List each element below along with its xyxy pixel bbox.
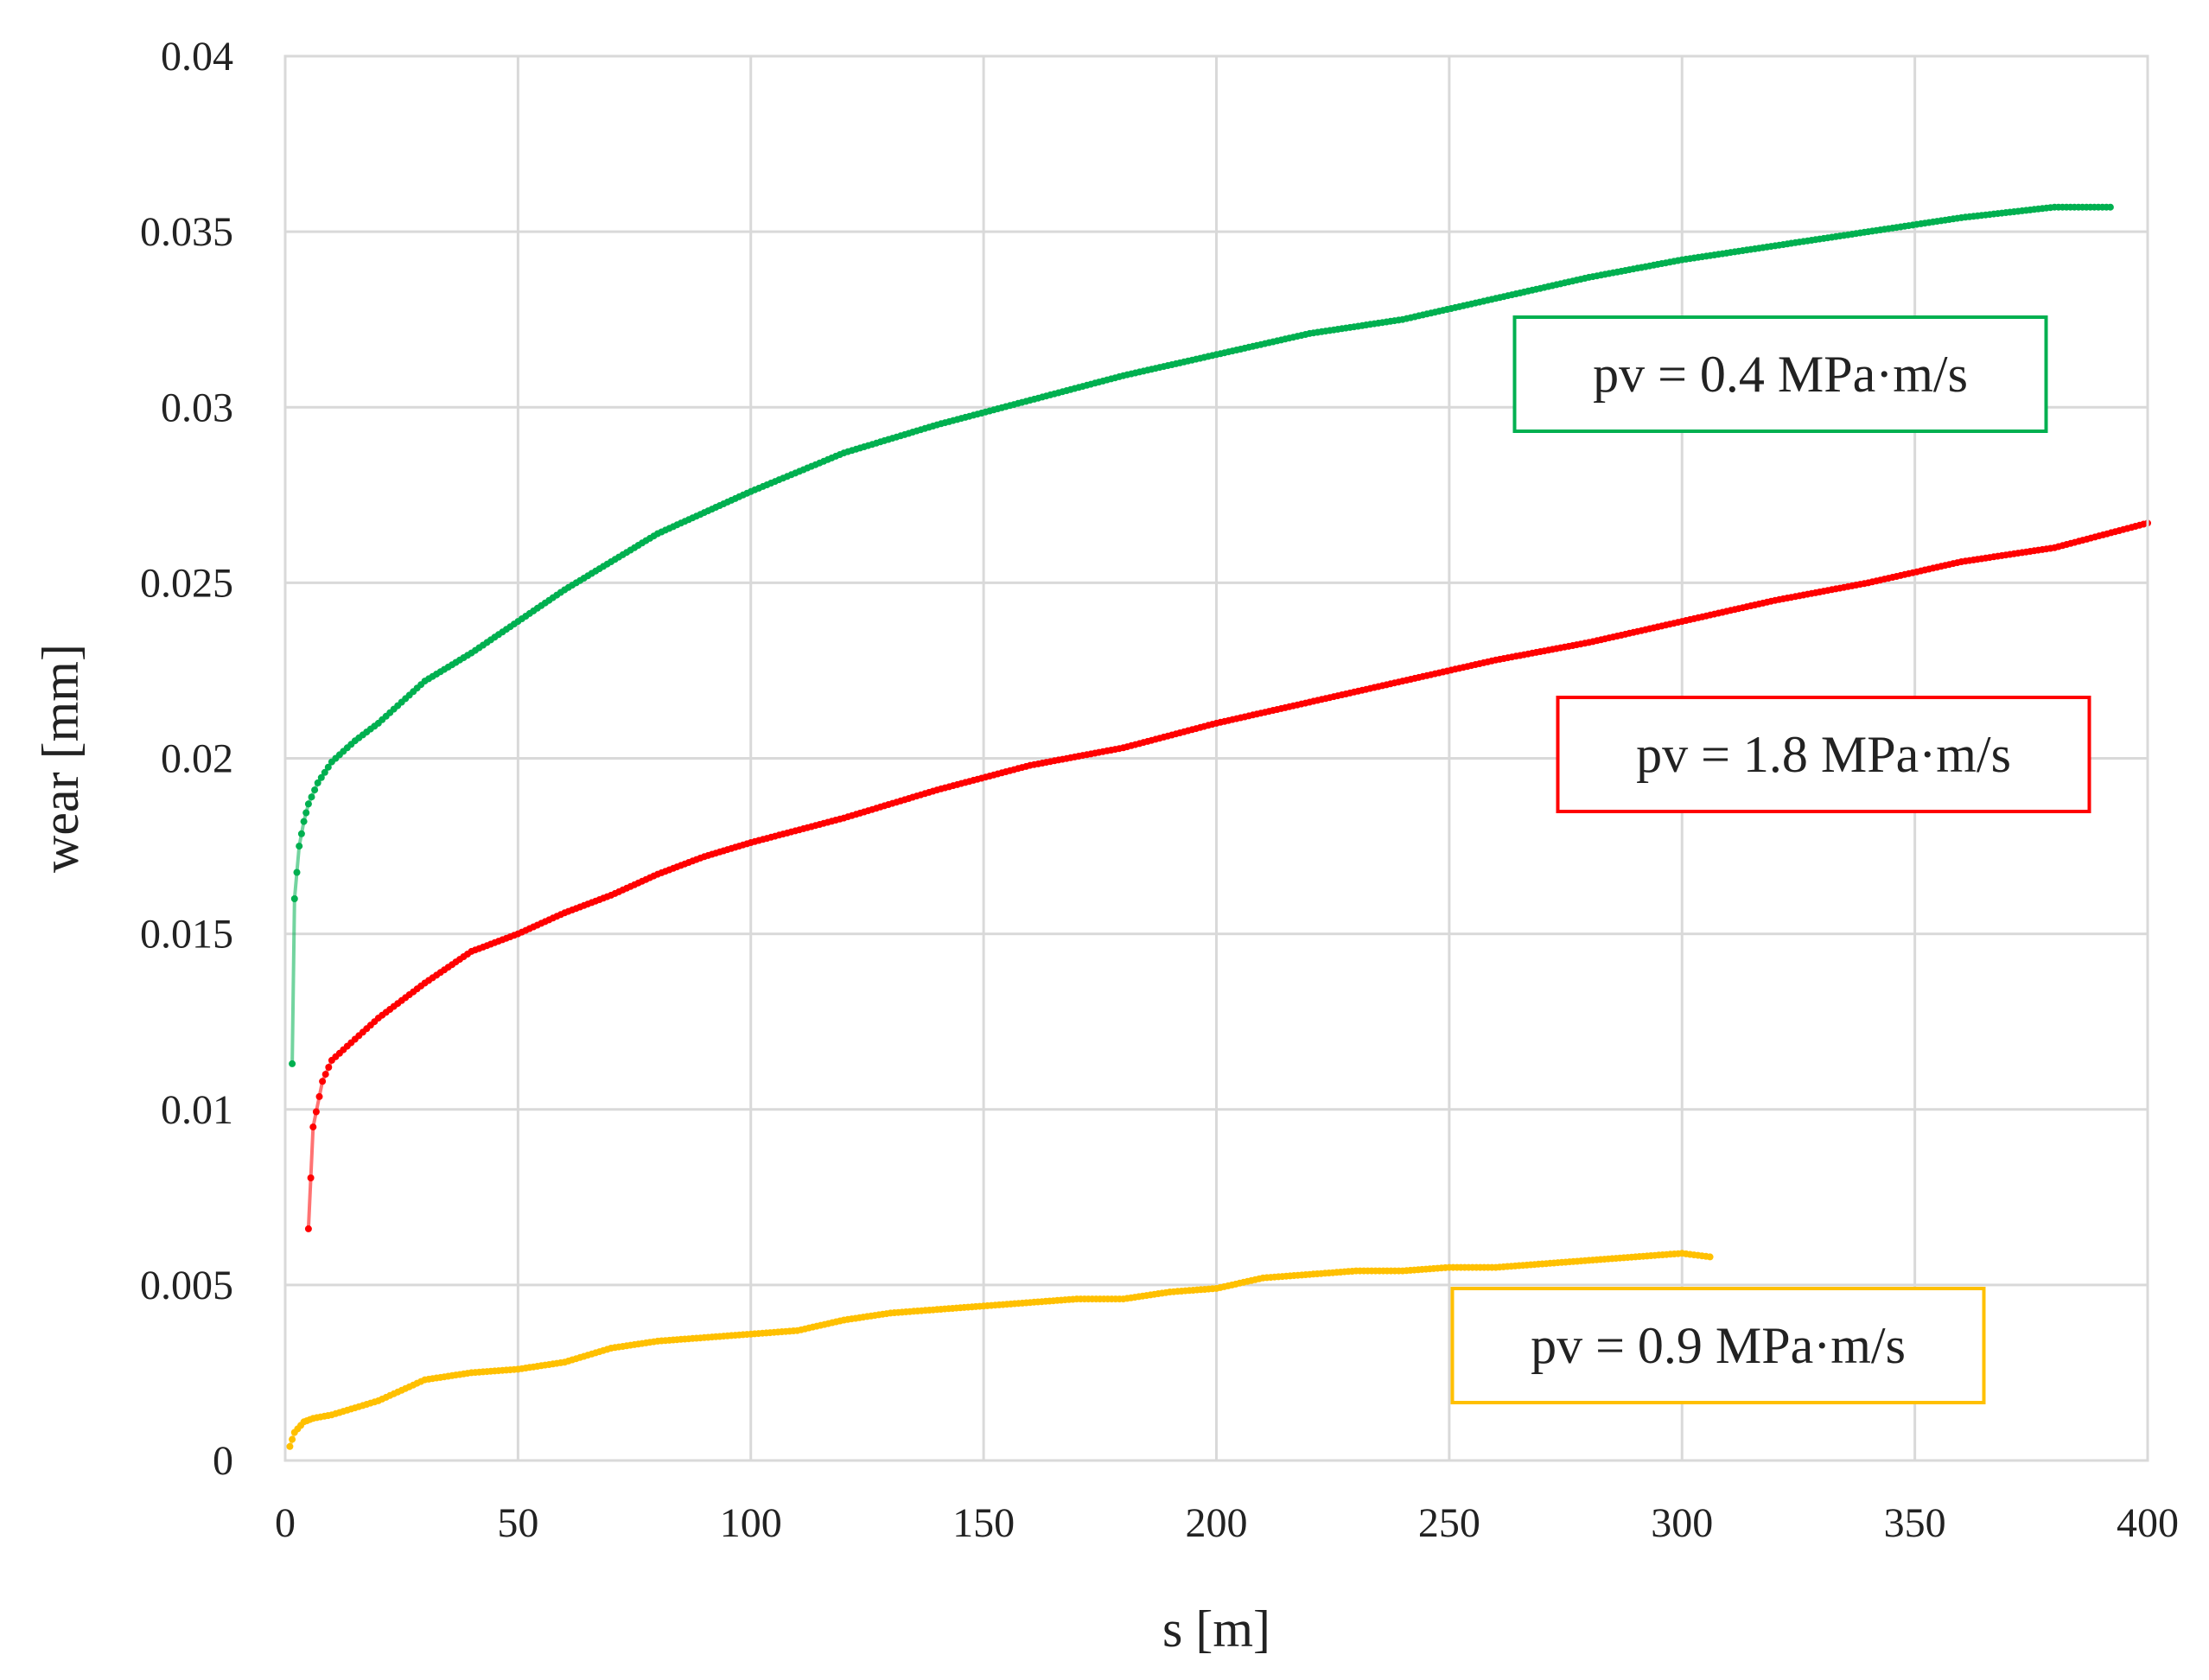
series-1-point-2 <box>309 1123 317 1131</box>
legend-box-2-frame <box>1450 1287 1986 1404</box>
legend-box-0: pv = 0.4 MPa·m/s <box>1512 315 2048 433</box>
x-tick-label-6: 300 <box>1651 1500 1713 1546</box>
x-axis-title: s [m] <box>1162 1600 1270 1658</box>
x-tick-label-2: 100 <box>720 1500 782 1546</box>
y-tick-label-8: 0.04 <box>161 34 233 80</box>
x-tick-label-3: 150 <box>952 1500 1015 1546</box>
series-0 <box>289 203 2114 1067</box>
x-tick-label-8: 400 <box>2117 1500 2179 1546</box>
series-0-point-2 <box>293 869 301 876</box>
legend-label-2: pv = 0.9 MPa·m/s <box>1531 1317 1906 1374</box>
series-0-point-9 <box>311 786 319 794</box>
series-0-point-6 <box>302 809 310 817</box>
x-tick-label-7: 350 <box>1884 1500 1946 1546</box>
series-0-point-1 <box>290 895 298 902</box>
y-tick-label-4: 0.02 <box>161 736 233 782</box>
series-1-point-7 <box>325 1064 333 1071</box>
series-1-point-0 <box>304 1225 312 1232</box>
legend-label-0: pv = 0.4 MPa·m/s <box>1593 346 1968 403</box>
legend-box-1: pv = 1.8 MPa·m/s <box>1556 696 2091 813</box>
y-axis-title: wear [mm] <box>32 644 89 873</box>
series-1-point-5 <box>319 1078 327 1085</box>
y-tick-label-0: 0 <box>213 1438 233 1484</box>
series-0-point-458 <box>2106 203 2114 211</box>
series-layer <box>286 203 2151 1450</box>
x-tick-label-5: 250 <box>1418 1500 1480 1546</box>
y-tick-label-1: 0.005 <box>140 1263 233 1308</box>
plot-frame <box>283 54 2149 1462</box>
series-2-point-0 <box>286 1442 294 1450</box>
series-0-point-10 <box>314 779 321 786</box>
series-0-point-4 <box>297 830 305 837</box>
legend-label-1: pv = 1.8 MPa·m/s <box>1636 726 2011 783</box>
legend-boxes: pv = 0.4 MPa·m/s pv = 1.8 MPa·m/s pv = 0.9… <box>1450 315 2091 1404</box>
series-0-point-8 <box>308 793 315 801</box>
series-0-point-12 <box>321 768 328 776</box>
legend-box-0-frame <box>1512 315 2048 433</box>
series-1-point-1 <box>307 1174 315 1181</box>
y-tick-label-2: 0.01 <box>161 1087 233 1133</box>
y-tick-label-5: 0.025 <box>140 560 233 606</box>
legend-box-2: pv = 0.9 MPa·m/s <box>1450 1287 1986 1404</box>
y-tick-label-6: 0.03 <box>161 385 233 430</box>
axes: 0 50 100 150 200 250 300 350 400 0 0.005 0.01 0.015 0… <box>32 34 2179 1658</box>
series-0-point-0 <box>289 1060 296 1067</box>
y-tick-label-3: 0.015 <box>140 912 233 958</box>
x-tick-label-0: 0 <box>275 1500 296 1546</box>
series-1-point-3 <box>312 1108 320 1116</box>
legend-box-1-frame <box>1556 696 2091 813</box>
series-0-point-3 <box>296 843 303 850</box>
series-0-point-7 <box>304 800 312 808</box>
series-2 <box>286 1250 1714 1450</box>
series-1 <box>304 519 2151 1232</box>
series-2-point-368 <box>1706 1253 1714 1261</box>
x-tick-label-1: 50 <box>497 1500 538 1546</box>
series-1-point-6 <box>321 1071 329 1079</box>
series-0-point-5 <box>300 818 308 825</box>
series-0-point-13 <box>324 763 332 771</box>
series-1-point-4 <box>315 1092 323 1100</box>
y-tick-label-7: 0.035 <box>140 209 233 255</box>
series-2-point-1 <box>289 1435 296 1443</box>
x-tick-label-4: 200 <box>1186 1500 1248 1546</box>
series-0-point-11 <box>317 773 325 781</box>
